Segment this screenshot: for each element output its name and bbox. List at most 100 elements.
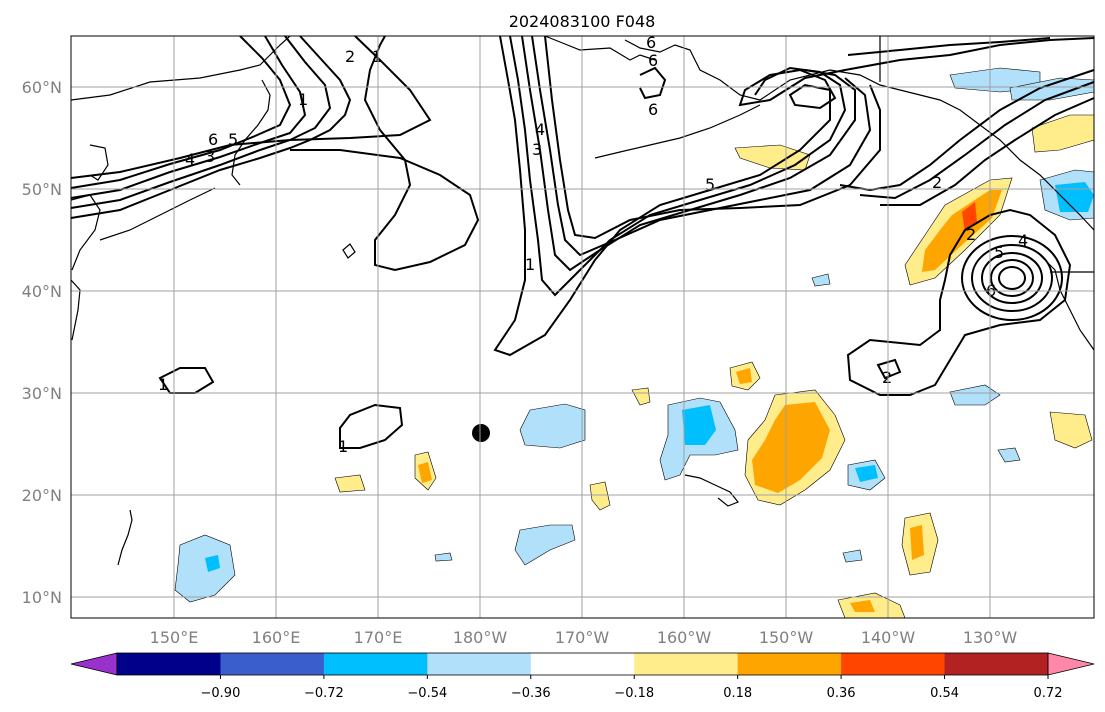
contour-label: 3 — [532, 140, 542, 159]
colorbar-tick-label: 0.18 — [723, 686, 752, 701]
contour-label: 1 — [525, 255, 535, 274]
contour-label: 6 — [648, 51, 658, 70]
contour-label: 1 — [298, 90, 308, 109]
colorbar-segment — [530, 653, 635, 675]
lon-tick-label: 170°W — [555, 628, 610, 647]
lat-tick-label: 30°N — [22, 384, 62, 403]
shade-region — [682, 405, 716, 445]
coastline-asia — [70, 35, 291, 101]
contour-line — [290, 35, 480, 272]
shaded-negative-regions — [174, 67, 1095, 603]
contour-line — [493, 35, 1095, 357]
shade-region — [434, 552, 453, 562]
contour-label: 4 — [1018, 231, 1028, 250]
contour-label: 4 — [185, 150, 195, 169]
coastline-aleutians — [594, 104, 761, 159]
shade-region — [997, 447, 1021, 463]
contour-line — [544, 35, 881, 240]
colorbar-frame — [116, 652, 1049, 676]
contour-label: 6 — [646, 33, 656, 52]
contour-line — [521, 35, 856, 272]
contour-line — [70, 35, 292, 189]
contour-label: 5 — [228, 130, 238, 149]
contour-label: 4 — [535, 120, 545, 139]
contour-label: 2 — [932, 173, 942, 192]
colorbar-tick-label: −0.54 — [407, 686, 447, 701]
lat-tick-label: 50°N — [22, 180, 62, 199]
contour-label: 6 — [648, 100, 658, 119]
coastlines — [70, 35, 1095, 566]
shade-region — [855, 465, 878, 482]
colorbar-segments — [117, 653, 1049, 675]
shade-region — [752, 402, 830, 493]
colorbar-segment — [117, 653, 221, 675]
lon-tick-label: 140°W — [861, 628, 916, 647]
island-small — [342, 243, 356, 259]
contour-circle — [971, 244, 1053, 312]
coastline-japan-2 — [70, 279, 81, 341]
shade-region — [205, 555, 220, 572]
lat-tick-label: 60°N — [22, 78, 62, 97]
contour-circle — [998, 266, 1026, 290]
contour-circle — [981, 252, 1043, 304]
lon-tick-label: 170°E — [354, 628, 403, 647]
colorbar-segment — [427, 653, 532, 675]
lat-tick-label: 20°N — [22, 486, 62, 505]
colorbar-segment — [220, 653, 325, 675]
contour-line — [880, 97, 1095, 206]
colorbar-tick-label: −0.36 — [511, 686, 551, 701]
shade-region — [850, 600, 875, 612]
lon-tick-label: 180°W — [453, 628, 508, 647]
lon-ticks: 150°E 160°E 170°E 180°W 170°W 160°W 150°… — [150, 628, 1018, 647]
shade-region — [811, 273, 831, 287]
lon-tick-label: 150°W — [759, 628, 814, 647]
contours — [70, 35, 1095, 449]
contour-line — [846, 208, 1072, 396]
coastline-alaska-south — [759, 69, 1095, 231]
contour-label: 2 — [966, 225, 976, 244]
lat-tick-label: 40°N — [22, 282, 62, 301]
location-marker — [472, 424, 490, 442]
shade-region — [589, 481, 611, 511]
lon-tick-label: 150°E — [150, 628, 199, 647]
contour-label: 5 — [705, 175, 715, 194]
colorbar-segment — [634, 653, 739, 675]
contour-line — [509, 35, 847, 297]
contour-line — [859, 81, 1095, 200]
contour-circle — [961, 235, 1063, 321]
coastline-alaska-north — [544, 35, 656, 61]
colorbar: −0.90 −0.72 −0.54 −0.36 −0.18 0.18 0.36 0.54 0.7… — [70, 652, 1095, 701]
contour-label: 2 — [882, 368, 892, 387]
colorbar-tick-label: 0.72 — [1034, 686, 1063, 701]
colorbar-tick-label: 0.54 — [930, 686, 959, 701]
colorbar-segment — [737, 653, 842, 675]
contour-label: 6 — [208, 130, 218, 149]
map-content: 1 2 1 4 3 6 5 4 3 1 6 6 5 6 2 2 5 4 6 2 … — [70, 33, 1095, 619]
shade-region — [631, 387, 651, 406]
contour-line — [70, 35, 307, 199]
colorbar-extend-right — [1047, 652, 1095, 676]
contour-label: 2 — [345, 47, 355, 66]
colorbar-tick-label: −0.90 — [201, 686, 241, 701]
shade-region — [910, 525, 924, 560]
coastline-hawaii — [684, 474, 739, 507]
map-frame — [70, 35, 1095, 619]
contour-line — [339, 403, 404, 449]
map-title: 2024083100 F048 — [509, 12, 656, 31]
shade-region — [418, 462, 432, 483]
contour-label: 3 — [205, 147, 215, 166]
colorbar-labels: −0.90 −0.72 −0.54 −0.36 −0.18 0.18 0.36 0.54 0.7… — [201, 675, 1063, 701]
shade-region — [922, 190, 1002, 272]
contour-circle — [990, 259, 1034, 297]
shade-region — [736, 368, 752, 384]
colorbar-extend-left — [70, 652, 118, 676]
coastline-kamchatka — [231, 79, 271, 186]
contour-label: 1 — [338, 437, 348, 456]
contour-line — [531, 35, 872, 257]
gridlines — [71, 36, 1094, 618]
shade-region — [519, 403, 586, 449]
contour-label: 1 — [158, 375, 168, 394]
lat-tick-label: 10°N — [22, 588, 62, 607]
lat-ticks: 60°N 50°N 40°N 30°N 20°N 10°N — [22, 78, 62, 607]
